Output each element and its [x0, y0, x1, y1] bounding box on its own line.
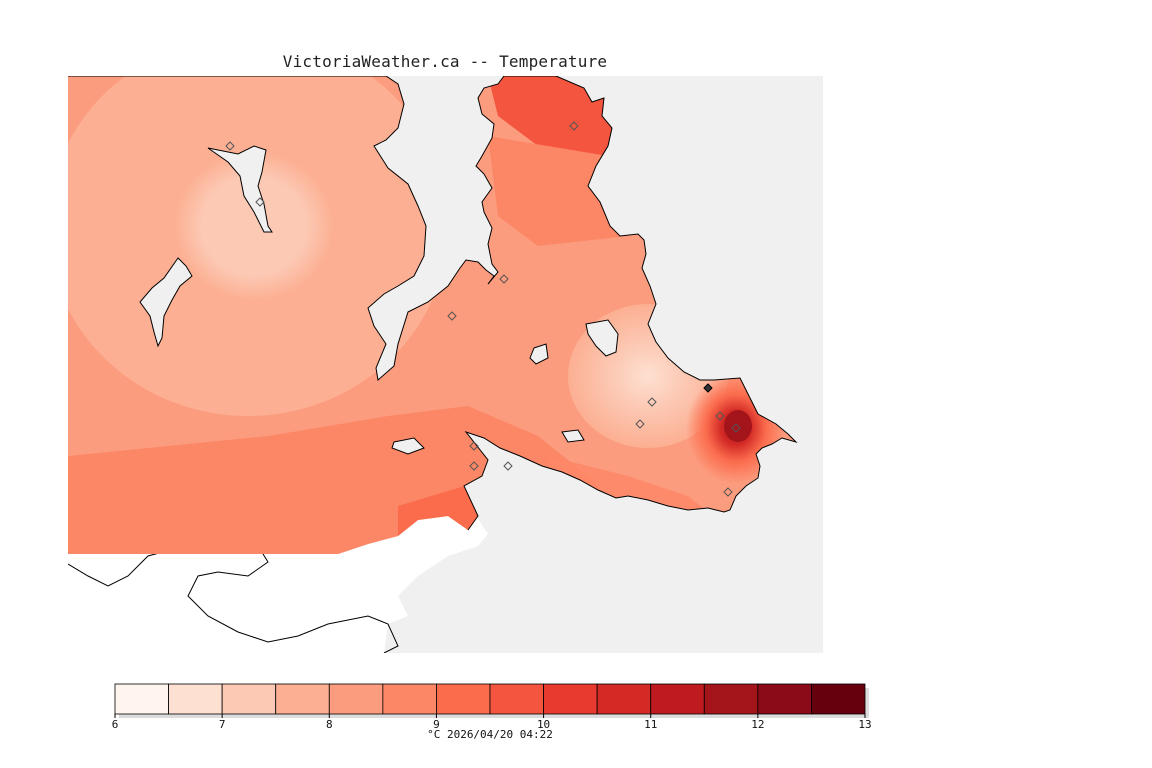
colorbar-swatch [650, 683, 705, 715]
colorbar-tick-label: 10 [537, 718, 550, 731]
colorbar-swatch [168, 683, 223, 715]
station-marker [225, 141, 235, 151]
colorbar-swatch [757, 683, 812, 715]
lake-small [529, 343, 549, 365]
map-svg [68, 76, 823, 653]
lake-east [585, 319, 619, 357]
station-marker [469, 461, 479, 471]
station-marker [647, 397, 657, 407]
colorbar-swatch [596, 683, 652, 715]
colorbar-tick-label: 6 [112, 718, 119, 731]
outside-coastline [68, 531, 399, 653]
coastline [68, 76, 798, 531]
station-marker [635, 419, 645, 429]
colorbar-swatch [275, 683, 330, 715]
lake-west [139, 257, 193, 348]
temperature-map [68, 76, 823, 653]
harbour-inlet [561, 429, 585, 443]
colorbar-tick-label: 7 [219, 718, 226, 731]
colorbar-tick-label: 12 [751, 718, 764, 731]
unit-timestamp-label: °C 2026/04/20 04:22 [427, 728, 553, 741]
weather-stations [225, 121, 741, 497]
colorbar-swatch [114, 683, 169, 715]
station-marker [715, 411, 725, 421]
station-marker [723, 487, 733, 497]
colorbar-swatch [811, 683, 866, 715]
station-marker [731, 423, 741, 433]
station-marker [469, 441, 479, 451]
colorbar-swatch [436, 683, 491, 715]
colorbar-swatch [328, 683, 384, 715]
colorbar-tick-label: 8 [326, 718, 333, 731]
colorbar-tick-label: 11 [644, 718, 657, 731]
station-marker [503, 461, 513, 471]
station-marker [447, 311, 457, 321]
station-marker [255, 197, 265, 207]
colorbar-svg: 6 7 8 9 10 11 12 13 [112, 683, 872, 731]
map-title: VictoriaWeather.ca -- Temperature [282, 52, 608, 71]
colorbar-tick-label: 9 [433, 718, 440, 731]
colorbar-swatch [543, 683, 598, 715]
colorbar-swatch [703, 683, 759, 715]
colorbar-swatch [489, 683, 544, 715]
station-marker-active [703, 383, 713, 393]
colorbar-swatch [221, 683, 277, 715]
lake-north [207, 145, 273, 233]
colorbar: 6 7 8 9 10 11 12 13 [110, 680, 880, 732]
colorbar-swatch [382, 683, 437, 715]
colorbar-tick-label: 13 [858, 718, 871, 731]
station-marker [499, 274, 509, 284]
lake-south [391, 437, 425, 455]
station-marker [569, 121, 579, 131]
